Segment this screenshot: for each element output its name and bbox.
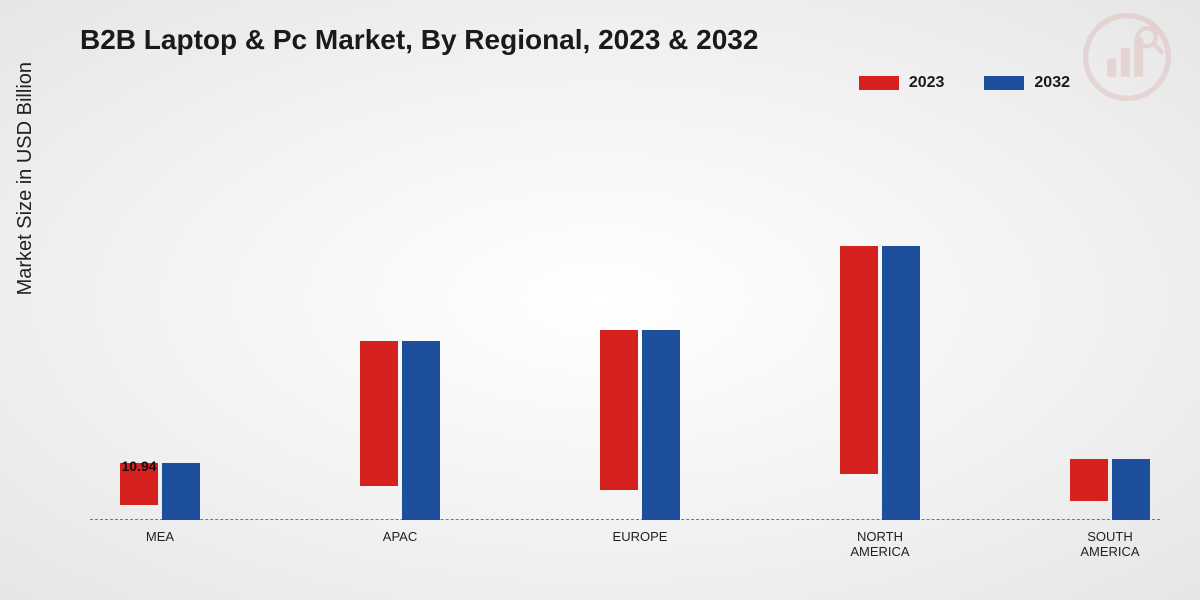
chart-title: B2B Laptop & Pc Market, By Regional, 202… [80,24,758,56]
legend-label: 2023 [909,74,945,92]
x-axis-label: EUROPE [580,530,700,545]
bar-group [580,330,700,520]
data-label: 10.94 [121,458,156,474]
x-axis-label: NORTH AMERICA [820,530,940,560]
bar [642,330,680,520]
watermark-logo-icon [1082,12,1172,102]
x-axis-label: SOUTH AMERICA [1050,530,1170,560]
bar-group [100,463,220,520]
legend-swatch-2032 [984,76,1024,90]
bar [840,246,878,474]
legend-item-2032: 2032 [984,74,1070,92]
bar-group [820,246,940,520]
y-axis-label: Market Size in USD Billion [14,62,37,295]
legend: 2023 2032 [859,74,1070,92]
bar [1070,459,1108,501]
legend-swatch-2023 [859,76,899,90]
bar [162,463,200,520]
bar-group [340,341,460,520]
bar [600,330,638,490]
bar [1112,459,1150,520]
x-axis-labels: MEAAPACEUROPENORTH AMERICASOUTH AMERICA [90,522,1160,552]
legend-label: 2032 [1034,74,1070,92]
bar-group [1050,459,1170,520]
plot-area: 10.94 [90,140,1160,520]
bar [402,341,440,520]
x-axis-label: MEA [100,530,220,545]
bar [882,246,920,520]
legend-item-2023: 2023 [859,74,945,92]
bar [360,341,398,485]
x-axis-label: APAC [340,530,460,545]
